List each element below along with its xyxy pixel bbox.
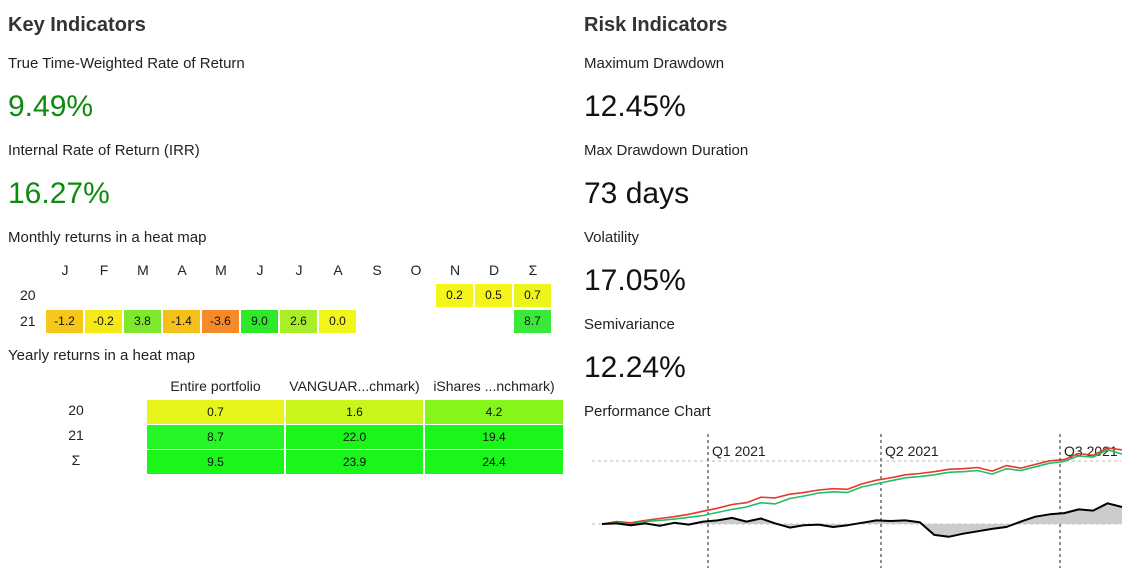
drawdown-area — [602, 503, 1122, 537]
heatmap-cell: 19.4 — [425, 425, 563, 449]
quarter-label: Q3 2021 — [1064, 443, 1118, 459]
semivariance-label: Semivariance — [584, 316, 675, 333]
month-header: J — [61, 262, 69, 278]
volatility-value: 17.05% — [584, 264, 686, 297]
heatmap-cell: 8.7 — [514, 310, 551, 333]
max-drawdown-value: 12.45% — [584, 90, 686, 123]
month-header: O — [410, 262, 422, 278]
month-header: F — [99, 262, 109, 278]
year-label: 21 — [20, 313, 36, 329]
heatmap-cell: -1.2 — [46, 310, 83, 333]
heatmap-cell: 0.0 — [319, 310, 356, 333]
month-header: S — [372, 262, 382, 278]
max-drawdown-duration-value: 73 days — [584, 177, 690, 210]
heatmap-cell: -3.6 — [202, 310, 239, 333]
yearly-heatmap-label: Yearly returns in a heat map — [8, 347, 196, 364]
twrr-value: 9.49% — [8, 90, 94, 123]
twrr-label: True Time-Weighted Rate of Return — [8, 55, 245, 72]
heatmap-cell: 1.6 — [286, 400, 423, 424]
red-series-line — [601, 447, 1123, 525]
heatmap-cell: 22.0 — [286, 425, 423, 449]
quarter-label: Q2 2021 — [885, 443, 939, 459]
year-label: 20 — [20, 287, 36, 303]
year-label: Σ — [71, 452, 81, 468]
heatmap-cell: -0.2 — [85, 310, 122, 333]
month-header: D — [488, 262, 500, 278]
heatmap-cell: 9.0 — [241, 310, 278, 333]
year-label: 21 — [68, 427, 84, 443]
heatmap-cell: 24.4 — [425, 450, 563, 474]
heatmap-cell: 23.9 — [286, 450, 423, 474]
heatmap-cell: 4.2 — [425, 400, 563, 424]
irr-value: 16.27% — [8, 177, 110, 210]
heatmap-cell: -1.4 — [163, 310, 200, 333]
max-drawdown-duration-label: Max Drawdown Duration — [584, 142, 749, 159]
month-header: M — [215, 262, 227, 278]
heatmap-cell: 8.7 — [147, 425, 284, 449]
month-header: J — [256, 262, 264, 278]
heatmap-cell: 0.7 — [147, 400, 284, 424]
month-header: N — [449, 262, 461, 278]
semivariance-value: 12.24% — [584, 351, 686, 384]
month-header: A — [333, 262, 343, 278]
monthly-heatmap-label: Monthly returns in a heat map — [8, 229, 207, 246]
month-header: M — [137, 262, 149, 278]
month-header: A — [177, 262, 187, 278]
heatmap-cell: 3.8 — [124, 310, 161, 333]
heatmap-cell: 9.5 — [147, 450, 284, 474]
yearly-column-header: VANGUAR...chmark) — [289, 378, 420, 394]
performance-chart-label: Performance Chart — [584, 403, 711, 420]
risk-indicators-title: Risk Indicators — [584, 14, 728, 36]
month-header: J — [295, 262, 303, 278]
irr-label: Internal Rate of Return (IRR) — [8, 142, 200, 159]
heatmap-cell: 0.7 — [514, 284, 551, 307]
heatmap-cell: 0.2 — [436, 284, 473, 307]
black-series-line — [601, 502, 1123, 538]
month-header: Σ — [528, 262, 538, 278]
heatmap-cell: 0.5 — [475, 284, 512, 307]
quarter-label: Q1 2021 — [712, 443, 766, 459]
year-label: 20 — [68, 402, 84, 418]
green-series-line — [601, 449, 1123, 525]
heatmap-cell: 2.6 — [280, 310, 317, 333]
max-drawdown-label: Maximum Drawdown — [584, 55, 725, 72]
volatility-label: Volatility — [584, 229, 640, 246]
yearly-column-header: Entire portfolio — [170, 378, 261, 394]
yearly-column-header: iShares ...nchmark) — [433, 378, 555, 394]
key-indicators-title: Key Indicators — [8, 14, 146, 36]
performance-chart: Q1 2021 Q2 2021 Q3 2021 — [592, 434, 1123, 568]
